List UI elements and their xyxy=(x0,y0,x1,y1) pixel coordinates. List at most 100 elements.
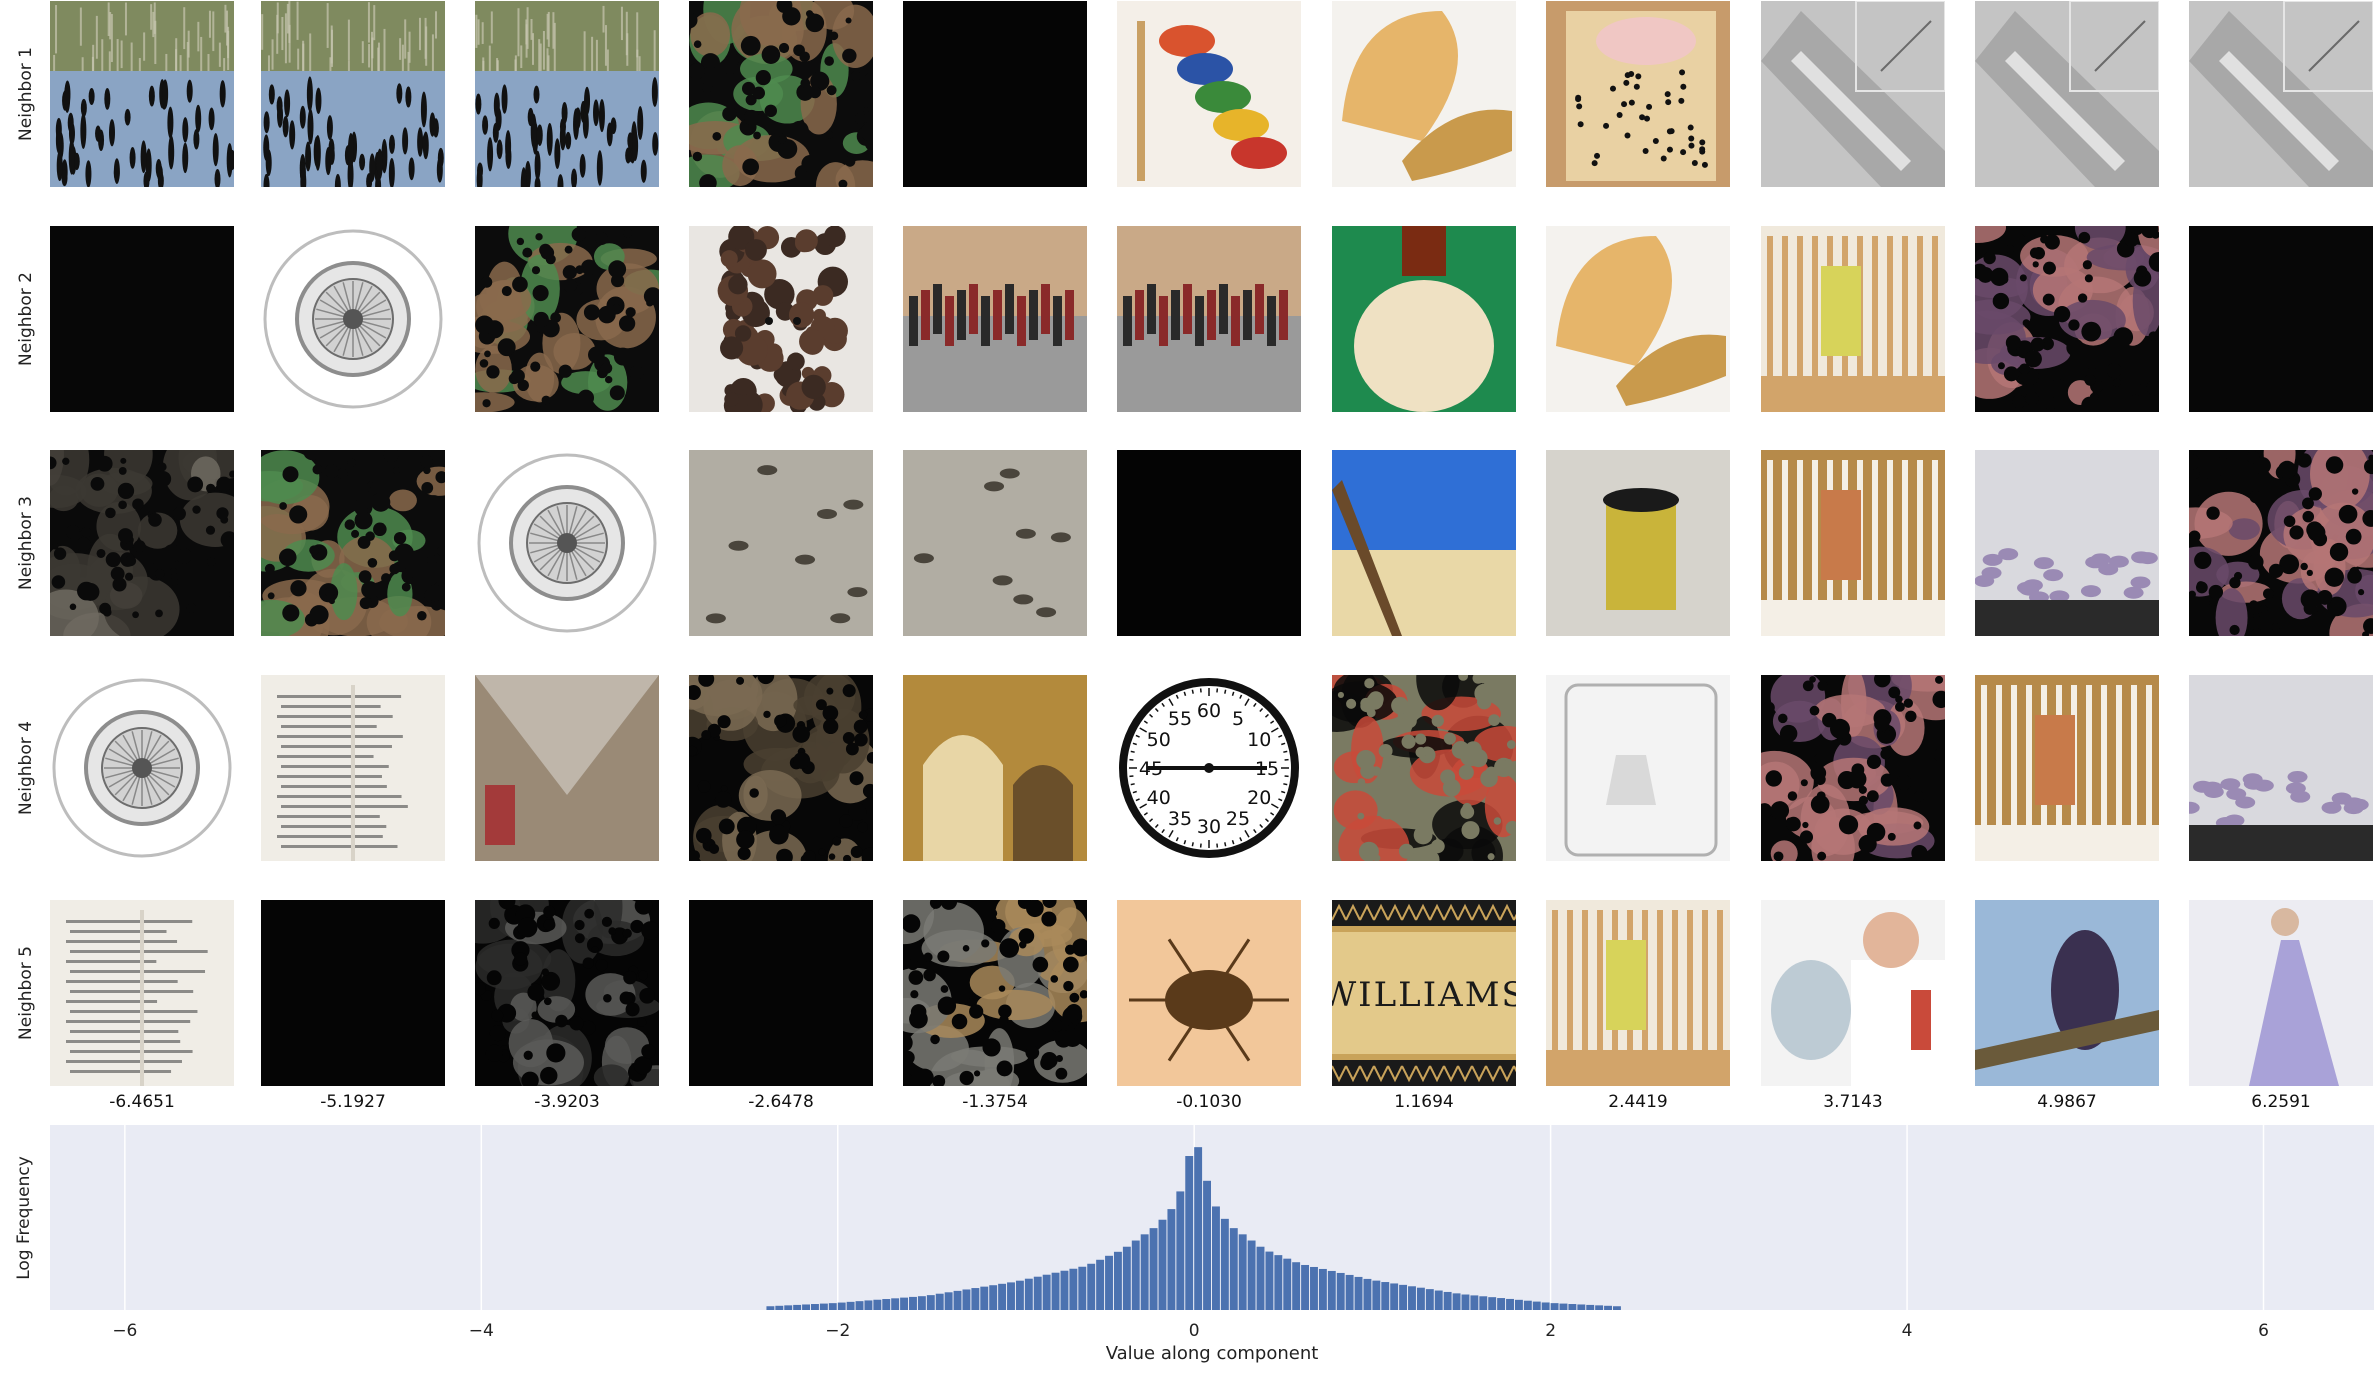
histogram-bar xyxy=(1256,1246,1265,1310)
thumbnail-image xyxy=(689,226,873,412)
neighbor-thumbnail xyxy=(689,226,873,412)
neighbor-thumbnail xyxy=(1117,900,1301,1086)
row-label-text: Neighbor 4 xyxy=(16,721,36,815)
histogram-bar xyxy=(998,1283,1007,1310)
column-value-label: -0.1030 xyxy=(1176,1092,1242,1112)
histogram-bar xyxy=(1015,1280,1024,1310)
x-tick-label: −2 xyxy=(825,1321,851,1341)
histogram-bar xyxy=(1113,1251,1122,1310)
neighbor-thumbnail xyxy=(1332,450,1516,636)
histogram-bar xyxy=(1007,1282,1015,1310)
thumbnail-image xyxy=(903,675,1087,861)
histogram-bar xyxy=(1318,1268,1327,1310)
histogram-bar xyxy=(953,1290,962,1310)
histogram-bar xyxy=(989,1285,998,1310)
histogram-bar xyxy=(1024,1278,1033,1310)
histogram-bar xyxy=(1247,1240,1256,1310)
neighbor-thumbnail xyxy=(1332,1,1516,187)
thumbnail-image xyxy=(2189,450,2373,636)
thumbnail-image xyxy=(50,226,234,412)
histogram-bar xyxy=(837,1302,846,1310)
y-axis-label: Log Frequency xyxy=(14,1156,34,1280)
x-tick-label: 0 xyxy=(1188,1321,1200,1341)
histogram-bar xyxy=(1488,1297,1497,1310)
thumbnail-image xyxy=(903,900,1087,1086)
x-tick-label: 6 xyxy=(2258,1321,2269,1341)
neighbor-thumbnail xyxy=(1975,1,2159,187)
histogram-bar xyxy=(909,1296,917,1310)
neighbor-thumbnail xyxy=(261,900,445,1086)
neighbor-thumbnail xyxy=(903,1,1087,187)
neighbor-thumbnail xyxy=(2189,900,2373,1086)
thumbnail-image xyxy=(475,226,659,412)
svg-text:WILLIAMS: WILLIAMS xyxy=(1332,975,1516,1015)
neighbor-thumbnail xyxy=(261,1,445,187)
histogram-bar xyxy=(775,1305,784,1310)
neighbor-thumbnail xyxy=(1117,226,1301,412)
neighbor-thumbnail xyxy=(1546,675,1730,861)
thumbnail-image xyxy=(1117,900,1301,1086)
neighbor-thumbnail xyxy=(689,900,873,1086)
thumbnail-image xyxy=(1761,450,1945,636)
thumbnail-image: WILLIAMS xyxy=(1332,900,1516,1086)
histogram-bar xyxy=(1042,1274,1051,1310)
histogram-bar xyxy=(802,1304,811,1310)
thumbnail-image xyxy=(2189,675,2373,861)
thumbnail-image xyxy=(689,450,873,636)
thumbnail-image xyxy=(903,1,1087,187)
histogram-bar xyxy=(1060,1270,1069,1310)
thumbnail-image xyxy=(1761,226,1945,412)
svg-text:30: 30 xyxy=(1197,816,1221,838)
thumbnail-image xyxy=(1761,675,1945,861)
histogram-bar xyxy=(980,1286,989,1310)
histogram-plot xyxy=(124,1125,2265,1310)
histogram-bar xyxy=(900,1297,909,1310)
thumbnail-image xyxy=(475,1,659,187)
histogram-bar xyxy=(864,1300,873,1310)
thumbnail-image xyxy=(2189,900,2373,1086)
histogram-bar xyxy=(1372,1280,1381,1310)
histogram-bar xyxy=(855,1301,864,1310)
histogram-bar xyxy=(935,1293,944,1310)
svg-text:25: 25 xyxy=(1226,808,1250,830)
neighbor-thumbnail xyxy=(1761,900,1945,1086)
histogram-bar xyxy=(1434,1290,1443,1310)
thumbnail-image xyxy=(1117,1,1301,187)
thumbnail-image xyxy=(1546,675,1730,861)
histogram-bar xyxy=(1425,1289,1434,1310)
x-tick-label: 2 xyxy=(1545,1321,1557,1341)
svg-text:20: 20 xyxy=(1247,787,1271,809)
thumbnail-image xyxy=(2189,226,2373,412)
histogram-bar xyxy=(1203,1180,1211,1310)
thumbnail-image xyxy=(261,450,445,636)
column-value-label: 4.9867 xyxy=(2037,1092,2097,1112)
histogram-bar xyxy=(1461,1294,1470,1310)
neighbor-thumbnail: WILLIAMS xyxy=(1332,900,1516,1086)
neighbor-thumbnail xyxy=(1546,450,1730,636)
histogram-bar xyxy=(1452,1293,1461,1310)
neighbor-thumbnail xyxy=(475,450,659,636)
column-value-label: 6.2591 xyxy=(2251,1092,2311,1112)
neighbor-thumbnail xyxy=(1761,1,1945,187)
histogram-bar xyxy=(1568,1304,1577,1310)
histogram-bar xyxy=(917,1296,926,1310)
column-value-label: -2.6478 xyxy=(748,1092,814,1112)
svg-text:40: 40 xyxy=(1147,787,1171,809)
histogram-bar xyxy=(1096,1259,1105,1310)
thumbnail-image xyxy=(1975,900,2159,1086)
thumbnail-image xyxy=(261,226,445,412)
histogram-bar xyxy=(971,1288,980,1310)
histogram-bar xyxy=(1381,1282,1390,1310)
histogram-bar xyxy=(1274,1255,1283,1310)
histogram-bar xyxy=(1354,1276,1363,1310)
column-value-label: 2.4419 xyxy=(1608,1092,1668,1112)
thumbnail-image xyxy=(903,450,1087,636)
neighbor-thumbnail: 60510152025303540455055 xyxy=(1117,675,1301,861)
thumbnail-image xyxy=(1117,226,1301,412)
neighbor-thumbnail xyxy=(261,675,445,861)
histogram-bar xyxy=(944,1292,953,1310)
thumbnail-image xyxy=(1975,450,2159,636)
column-value-label: -6.4651 xyxy=(109,1092,175,1112)
thumbnail-image xyxy=(261,1,445,187)
neighbor-thumbnail xyxy=(1332,675,1516,861)
